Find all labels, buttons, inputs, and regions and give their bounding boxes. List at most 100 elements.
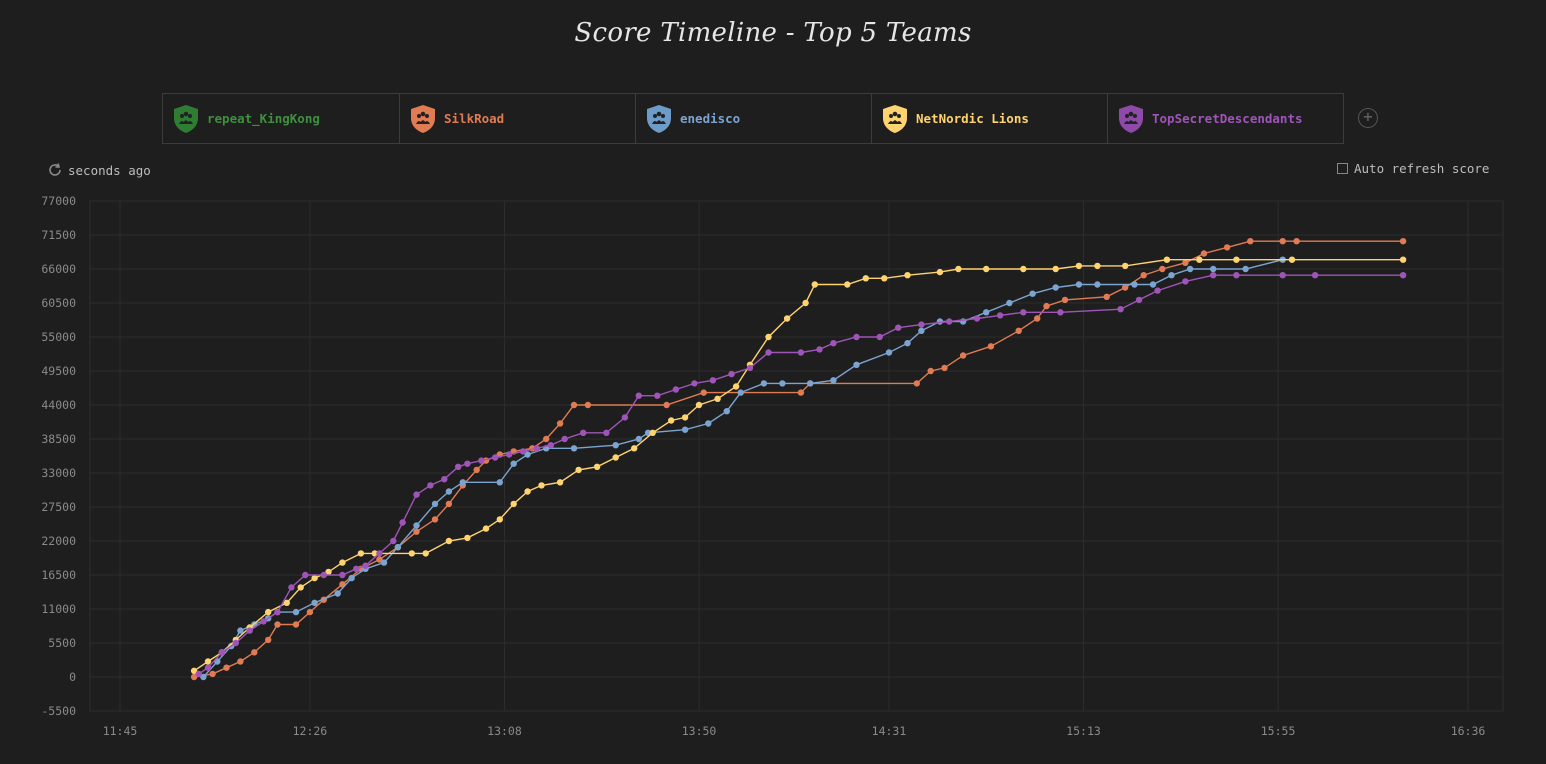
data-point — [1015, 327, 1022, 334]
data-point — [570, 445, 578, 452]
data-point — [1196, 256, 1203, 263]
data-point — [672, 386, 680, 393]
data-point — [584, 401, 592, 409]
data-point — [265, 636, 272, 644]
data-point — [524, 451, 531, 458]
data-point — [496, 479, 503, 486]
team-legend-item[interactable]: repeat_KingKong — [162, 93, 400, 144]
data-point — [1122, 262, 1129, 270]
data-point — [663, 401, 670, 409]
data-point — [519, 448, 527, 455]
data-point — [1200, 250, 1208, 257]
data-point — [1186, 265, 1194, 273]
team-name: TopSecretDescendants — [1152, 111, 1303, 126]
y-tick-label: 16500 — [41, 568, 76, 582]
data-point — [427, 482, 434, 489]
data-point — [1117, 306, 1124, 313]
team-legend: repeat_KingKong SilkRoad enedisco NetNordic… — [162, 93, 1344, 145]
data-point — [691, 380, 698, 387]
data-point — [260, 618, 267, 625]
data-point — [473, 466, 480, 474]
series-line — [193, 240, 1404, 678]
y-tick-label: 5500 — [48, 636, 76, 650]
data-point — [218, 649, 226, 656]
data-point — [654, 392, 661, 399]
data-point — [390, 537, 397, 545]
y-tick-label: 71500 — [41, 228, 76, 242]
data-point — [190, 673, 198, 681]
data-point — [311, 599, 318, 606]
page-title: Score Timeline - Top 5 Teams — [574, 18, 972, 48]
data-point — [714, 395, 721, 402]
data-point — [881, 275, 888, 282]
y-tick-label: 44000 — [41, 398, 76, 412]
data-point — [1131, 281, 1138, 288]
data-point — [543, 435, 550, 443]
data-point — [1075, 262, 1083, 270]
data-point — [1029, 290, 1036, 297]
team-legend-item[interactable]: NetNordic Lions — [871, 93, 1108, 144]
data-point — [1154, 287, 1161, 294]
x-tick-label: 13:08 — [487, 724, 522, 738]
data-point — [959, 352, 967, 359]
data-point — [1122, 284, 1129, 291]
team-shield-icon — [647, 104, 671, 133]
data-point — [1210, 265, 1217, 273]
data-point — [936, 268, 944, 276]
refresh-icon[interactable] — [47, 162, 63, 178]
data-point — [339, 559, 346, 566]
data-point — [1288, 256, 1296, 263]
data-point — [556, 479, 564, 486]
x-tick-label: 15:13 — [1066, 724, 1101, 738]
team-legend-item[interactable]: TopSecretDescendants — [1107, 93, 1344, 144]
data-point — [478, 457, 485, 464]
y-tick-label: 11000 — [41, 602, 76, 616]
data-point — [413, 528, 420, 535]
data-point — [561, 435, 568, 443]
auto-refresh-toggle[interactable]: Auto refresh score — [1337, 161, 1489, 176]
team-shield-icon — [1119, 104, 1143, 133]
data-point — [445, 500, 453, 508]
data-point — [1052, 265, 1059, 273]
data-point — [376, 550, 383, 557]
data-point — [570, 401, 578, 409]
data-point — [200, 673, 207, 681]
data-point — [1168, 272, 1175, 279]
team-legend-item[interactable]: SilkRoad — [399, 93, 636, 144]
x-tick-label: 16:36 — [1451, 724, 1486, 738]
data-point — [876, 333, 883, 341]
data-point — [885, 349, 893, 356]
data-point — [292, 621, 300, 628]
data-point — [612, 454, 619, 461]
data-point — [399, 519, 406, 526]
data-point — [288, 584, 295, 591]
data-point — [283, 599, 290, 606]
data-point — [783, 315, 791, 322]
data-point — [830, 340, 837, 347]
y-tick-label: -5500 — [41, 704, 76, 718]
data-point — [297, 584, 304, 591]
data-point — [635, 392, 642, 399]
data-point — [1247, 238, 1254, 245]
data-point — [195, 670, 202, 678]
data-point — [1233, 272, 1240, 279]
data-point — [455, 463, 462, 470]
data-point — [709, 377, 717, 384]
data-point — [274, 621, 281, 628]
data-point — [441, 476, 448, 483]
data-point — [732, 383, 740, 390]
auto-refresh-checkbox[interactable] — [1337, 163, 1348, 174]
data-point — [445, 537, 453, 545]
data-point — [621, 414, 629, 421]
data-point — [353, 565, 360, 572]
data-point — [927, 367, 934, 375]
data-point — [1020, 309, 1027, 316]
data-point — [913, 380, 920, 387]
data-point — [1182, 278, 1189, 285]
data-point — [705, 420, 712, 427]
data-point — [631, 445, 638, 452]
y-tick-label: 55000 — [41, 330, 76, 344]
add-team-button[interactable]: + — [1358, 108, 1378, 128]
team-shield-icon — [174, 104, 198, 133]
data-point — [237, 658, 244, 665]
